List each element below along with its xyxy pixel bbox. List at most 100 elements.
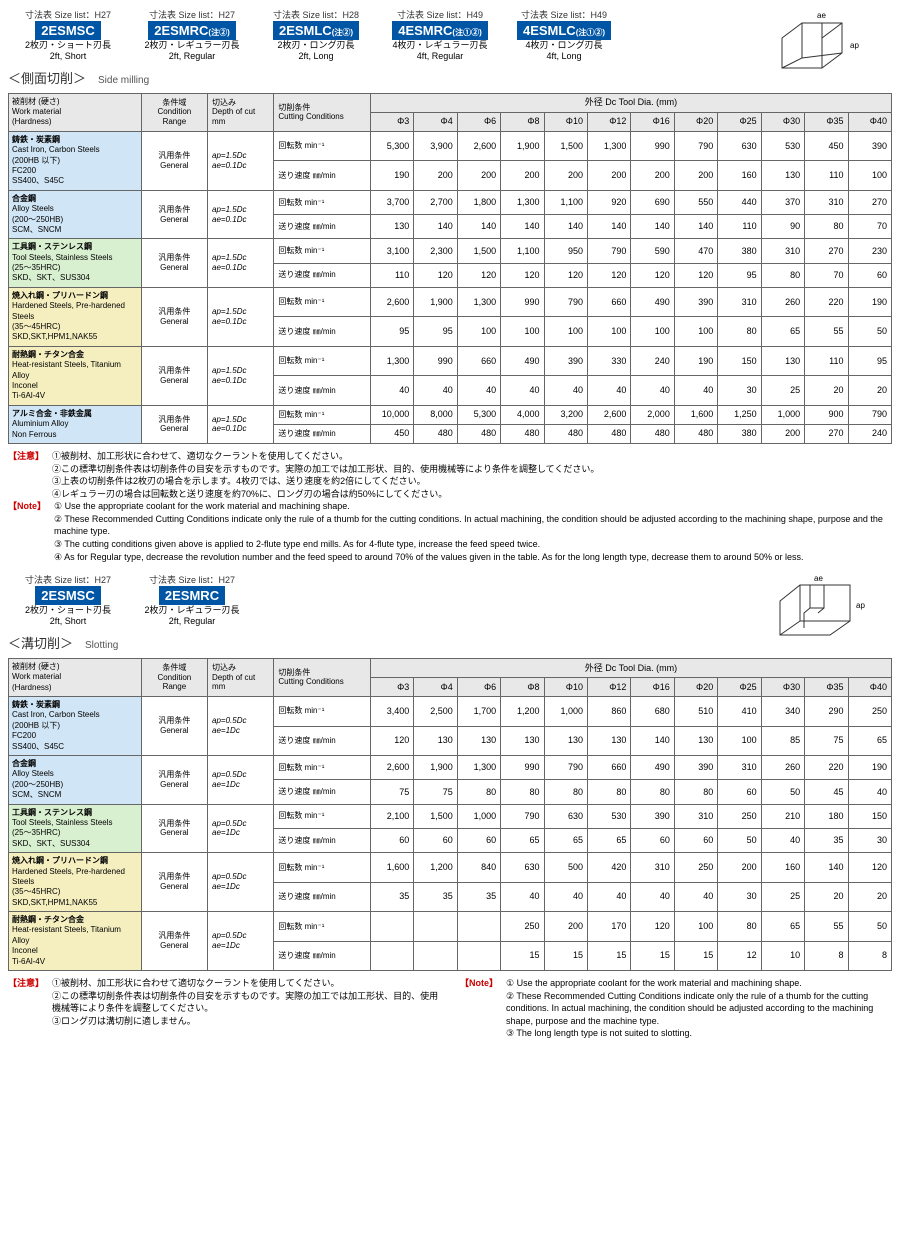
material-cell: 耐熱鋼・チタン合金Heat-resistant Steels, Titanium… [9, 346, 142, 405]
svg-text:ae: ae [817, 11, 826, 20]
tag-block: 寸法表 Size list：H272ESMRC2枚刃・レギュラー刃長2ft, R… [132, 573, 252, 627]
feed-value: 270 [805, 424, 848, 443]
rpm-label: 回転数 min⁻¹ [274, 131, 371, 160]
feed-value: 380 [718, 424, 761, 443]
depth-cell: ap=1.5Dcae=0.1Dc [208, 190, 274, 239]
rpm-value: 790 [544, 755, 587, 779]
feed-value: 40 [544, 376, 587, 405]
rpm-value: 5,300 [457, 405, 500, 424]
feed-value: 55 [805, 317, 848, 346]
feed-value: 60 [718, 780, 761, 804]
rpm-value: 1,600 [674, 405, 717, 424]
note-line: ② These Recommended Cutting Conditions i… [54, 513, 892, 538]
feed-label: 送り速度 ㎜/min [274, 215, 371, 239]
feed-value: 480 [544, 424, 587, 443]
rpm-value: 1,900 [414, 755, 457, 779]
feed-value: 30 [718, 376, 761, 405]
rpm-value: 1,300 [457, 287, 500, 316]
rpm-value: 220 [805, 287, 848, 316]
feed-value: 40 [674, 376, 717, 405]
feed-value: 40 [414, 376, 457, 405]
th-dia: Φ4 [414, 677, 457, 696]
feed-value: 200 [587, 161, 630, 190]
size-label: 寸法表 Size list：H27 [149, 8, 235, 21]
rpm-value: 490 [631, 755, 674, 779]
rpm-value: 1,000 [761, 405, 804, 424]
svg-text:ap: ap [850, 41, 859, 50]
feed-value: 130 [587, 726, 630, 755]
size-label: 寸法表 Size list：H49 [397, 8, 483, 21]
feed-value: 8 [805, 941, 848, 970]
feed-value: 120 [544, 263, 587, 287]
rpm-value: 390 [674, 287, 717, 316]
rpm-value: 270 [848, 190, 891, 214]
material-cell: 合金鋼Alloy Steels(200～250HB)SCM、SNCM [9, 755, 142, 804]
rpm-value: 690 [631, 190, 674, 214]
feed-label: 送り速度 ㎜/min [274, 828, 371, 852]
feed-value: 200 [761, 424, 804, 443]
note-line: ④ As for Regular type, decrease the revo… [54, 551, 892, 564]
feed-value: 40 [501, 882, 544, 911]
note-line: ①被削材、加工形状に合わせて適切なクーラントを使用してください。 [52, 977, 440, 990]
depth-cell: ap=0.5Dcae=1Dc [208, 697, 274, 756]
rpm-value: 990 [631, 131, 674, 160]
feed-value: 200 [674, 161, 717, 190]
rpm-value: 2,700 [414, 190, 457, 214]
feed-value: 25 [761, 376, 804, 405]
rpm-value: 990 [501, 287, 544, 316]
feed-value: 80 [587, 780, 630, 804]
rpm-value: 390 [674, 755, 717, 779]
feed-value: 40 [370, 376, 413, 405]
feed-value: 40 [457, 376, 500, 405]
th-dia: Φ6 [457, 112, 500, 131]
tag-block: 寸法表 Size list：H282ESMLC(注②)2枚刃・ロング刃長2ft,… [256, 8, 376, 62]
rpm-value: 240 [631, 346, 674, 375]
rpm-value: 1,250 [718, 405, 761, 424]
rpm-value: 790 [544, 287, 587, 316]
feed-value: 65 [587, 828, 630, 852]
rpm-value: 490 [501, 346, 544, 375]
rpm-value: 660 [587, 287, 630, 316]
th-dia: Φ30 [761, 677, 804, 696]
product-tag: 4ESMLC(注①②) [517, 21, 611, 40]
feed-value: 80 [501, 780, 544, 804]
feed-value: 85 [761, 726, 804, 755]
feed-value: 100 [544, 317, 587, 346]
side-milling-table: 被削材 (硬さ)Work material(Hardness)条件域Condit… [8, 93, 892, 444]
feed-value: 65 [501, 828, 544, 852]
feed-value: 140 [457, 215, 500, 239]
feed-value: 15 [631, 941, 674, 970]
rpm-value: 390 [544, 346, 587, 375]
feed-value: 120 [501, 263, 544, 287]
rpm-value: 140 [805, 853, 848, 882]
rpm-value: 920 [587, 190, 630, 214]
rpm-value: 3,400 [370, 697, 413, 726]
feed-value: 140 [631, 726, 674, 755]
feed-value: 40 [587, 376, 630, 405]
sub-label: 2枚刃・レギュラー刃長2ft, Regular [144, 605, 239, 627]
section2-title-jp: ＜溝切削＞ [8, 633, 73, 652]
rpm-value: 2,100 [370, 804, 413, 828]
rpm-value: 50 [848, 912, 891, 941]
notes1: 【注意】①被削材、加工形状に合わせて、適切なクーラントを使用してください。②この… [8, 450, 892, 563]
rpm-value: 530 [761, 131, 804, 160]
rpm-value: 1,600 [370, 853, 413, 882]
feed-label: 送り速度 ㎜/min [274, 317, 371, 346]
rpm-value: 200 [544, 912, 587, 941]
tag-block: 寸法表 Size list：H272ESMRC(注②)2枚刃・レギュラー刃長2f… [132, 8, 252, 62]
feed-value: 130 [544, 726, 587, 755]
feed-value: 80 [631, 780, 674, 804]
rpm-value: 1,500 [414, 804, 457, 828]
rpm-value: 450 [805, 131, 848, 160]
feed-value: 130 [370, 215, 413, 239]
feed-value: 95 [414, 317, 457, 346]
note-line: ②この標準切削条件表は切削条件の目安を示すものです。実際の加工では加工形状、目的… [52, 990, 440, 1015]
depth-cell: ap=1.5Dcae=0.1Dc [208, 131, 274, 190]
th-dia: Φ12 [587, 112, 630, 131]
feed-value: 60 [631, 828, 674, 852]
rpm-value: 230 [848, 239, 891, 263]
feed-label: 送り速度 ㎜/min [274, 726, 371, 755]
feed-value: 60 [848, 263, 891, 287]
feed-value: 480 [414, 424, 457, 443]
rpm-value: 170 [587, 912, 630, 941]
